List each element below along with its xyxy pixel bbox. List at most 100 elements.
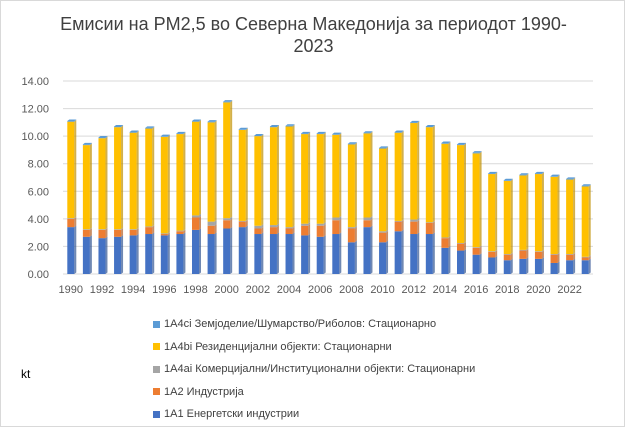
bar-segment-side	[339, 133, 342, 218]
bar-segment-side	[230, 227, 233, 274]
bar-top	[503, 178, 513, 181]
bar-segment	[129, 132, 137, 230]
bar-segment-side	[214, 120, 217, 123]
bar-segment	[254, 228, 262, 235]
bar-segment	[269, 127, 277, 226]
x-tick-label: 2010	[370, 284, 394, 296]
bar-top	[160, 134, 170, 137]
bar-segment	[519, 250, 527, 259]
legend-swatch	[153, 410, 160, 418]
bar-segment	[160, 234, 168, 236]
bar-segment-side	[432, 232, 435, 274]
bar-segment	[67, 121, 75, 219]
bar-segment	[238, 221, 246, 228]
bar-segment-side	[541, 250, 544, 259]
bar-segment	[472, 254, 480, 274]
bar-segment-side	[432, 125, 435, 223]
bar-segment	[503, 254, 511, 255]
bar-segment-side	[495, 250, 498, 258]
x-tick-label: 2012	[401, 284, 425, 296]
bar-segment	[503, 254, 511, 261]
bar-segment-side	[214, 120, 217, 222]
bar-top	[316, 131, 326, 134]
y-axis-unit-label: kt	[21, 367, 31, 381]
bar-segment-side	[432, 124, 435, 128]
bar-segment-side	[479, 253, 482, 274]
bar-segment	[581, 260, 589, 274]
bar-segment	[379, 242, 387, 274]
bar-segment-side	[136, 131, 139, 230]
bar-segment-side	[121, 124, 124, 128]
bar-segment	[145, 127, 153, 129]
bar-segment-side	[183, 132, 186, 231]
x-tick-label: 1996	[152, 284, 176, 296]
bar-segment	[566, 260, 574, 274]
bar-segment	[472, 247, 480, 248]
bar-segment	[114, 236, 122, 274]
bar-segment-side	[386, 240, 389, 274]
bar-top	[410, 120, 420, 123]
x-tick-label: 2000	[214, 284, 238, 296]
bar-top	[192, 119, 201, 121]
bar-top	[394, 130, 404, 133]
bar-segment	[472, 247, 480, 255]
bar-segment	[316, 236, 324, 274]
bar-segment	[223, 101, 231, 103]
bar-segment	[441, 143, 449, 144]
legend-item: 1A2 Индустрија	[153, 381, 475, 404]
bar-segment	[379, 232, 387, 243]
bar-segment	[82, 229, 90, 230]
x-tick-label: 1992	[90, 284, 114, 296]
legend-item: 1A1 Енергетски индустрии	[153, 403, 475, 426]
bar-segment-side	[417, 220, 420, 235]
x-tick-label: 2014	[433, 284, 457, 296]
bar-segment-side	[199, 120, 201, 216]
bar-segment-side	[323, 224, 326, 237]
bar-segment	[379, 147, 387, 149]
bar-segment	[254, 135, 262, 137]
bar-segment	[176, 234, 184, 274]
bar-segment	[301, 134, 309, 224]
bar-segment-side	[417, 232, 420, 274]
bar-segment	[269, 126, 277, 128]
bar-segment-side	[105, 136, 108, 230]
bar-segment-side	[526, 173, 529, 250]
bar-segment	[566, 254, 574, 261]
y-tick-label: 10.00	[21, 131, 49, 143]
bar-segment-side	[510, 179, 513, 255]
bar-segment-side	[214, 232, 217, 274]
bar-segment	[394, 132, 402, 133]
bar-segment-side	[526, 173, 529, 176]
bar-segment-side	[292, 225, 295, 229]
bar-segment	[425, 126, 433, 128]
bar-segment	[363, 133, 371, 218]
x-tick-label: 2020	[526, 284, 550, 296]
bar-segment	[488, 251, 496, 258]
bar-segment-side	[339, 232, 342, 274]
bar-segment	[488, 173, 496, 175]
bar-segment-side	[121, 227, 124, 230]
bar-segment-side	[167, 231, 170, 235]
bar-segment	[176, 230, 184, 232]
chart-title: Емисии на PM2,5 во Северна Македонија за…	[1, 13, 624, 57]
bar-segment-side	[417, 121, 420, 220]
bar-segment	[285, 227, 293, 229]
bar-segment	[425, 234, 433, 274]
bar-segment-side	[573, 178, 576, 255]
x-tick-label: 2018	[495, 284, 519, 296]
bar-segment-side	[464, 249, 466, 274]
bar-segment	[301, 235, 309, 274]
x-tick-label: 1998	[183, 284, 207, 296]
bar-segment	[82, 236, 90, 274]
bar-segment-side	[370, 215, 373, 221]
bar-segment	[129, 229, 137, 236]
bar-segment-side	[261, 134, 264, 226]
bar-segment	[363, 132, 371, 134]
bar-segment-side	[541, 257, 544, 274]
bar-segment-side	[588, 184, 591, 257]
bar-segment-side	[261, 224, 264, 229]
bar-segment-side	[308, 131, 311, 135]
bar-top	[145, 126, 155, 128]
bar-segment-side	[354, 142, 357, 228]
bar-segment	[347, 144, 355, 228]
